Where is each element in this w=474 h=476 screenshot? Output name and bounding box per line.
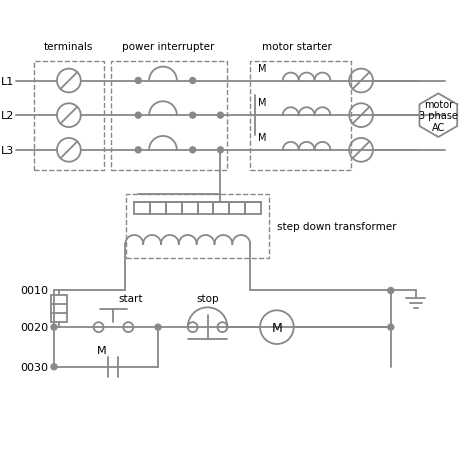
Circle shape — [135, 148, 141, 153]
Bar — [127, 195, 269, 258]
Circle shape — [135, 79, 141, 84]
Text: 0010: 0010 — [20, 286, 48, 296]
Text: step down transformer: step down transformer — [277, 222, 396, 232]
Text: M: M — [97, 345, 106, 355]
Circle shape — [218, 113, 223, 119]
Text: terminals: terminals — [44, 42, 93, 52]
Text: L2: L2 — [1, 111, 14, 121]
Circle shape — [51, 364, 57, 370]
Text: L3: L3 — [1, 146, 14, 156]
Bar — [182, 203, 198, 215]
Bar — [34, 61, 103, 170]
Text: motor
3 phase
AC: motor 3 phase AC — [419, 99, 458, 132]
Bar — [250, 61, 351, 170]
Bar — [134, 203, 150, 215]
Text: power interrupter: power interrupter — [122, 42, 214, 52]
Text: M: M — [258, 133, 266, 143]
Circle shape — [388, 325, 394, 330]
Circle shape — [155, 325, 161, 330]
Circle shape — [190, 148, 196, 153]
Text: M: M — [258, 98, 266, 108]
Text: 0020: 0020 — [20, 322, 48, 332]
Text: stop: stop — [196, 294, 219, 304]
Circle shape — [388, 288, 394, 294]
Bar — [51, 296, 67, 323]
Text: M: M — [258, 63, 266, 73]
Text: 0030: 0030 — [20, 362, 48, 372]
Circle shape — [218, 148, 223, 153]
Text: motor starter: motor starter — [262, 42, 332, 52]
Bar — [213, 203, 229, 215]
Text: start: start — [118, 294, 143, 304]
Circle shape — [190, 79, 196, 84]
Bar — [150, 203, 166, 215]
Bar — [245, 203, 261, 215]
Circle shape — [190, 113, 196, 119]
Text: M: M — [272, 321, 282, 334]
Bar — [111, 61, 228, 170]
Bar — [166, 203, 182, 215]
Bar — [198, 203, 213, 215]
Circle shape — [135, 113, 141, 119]
Circle shape — [51, 325, 57, 330]
Bar — [229, 203, 245, 215]
Text: L1: L1 — [1, 76, 14, 86]
